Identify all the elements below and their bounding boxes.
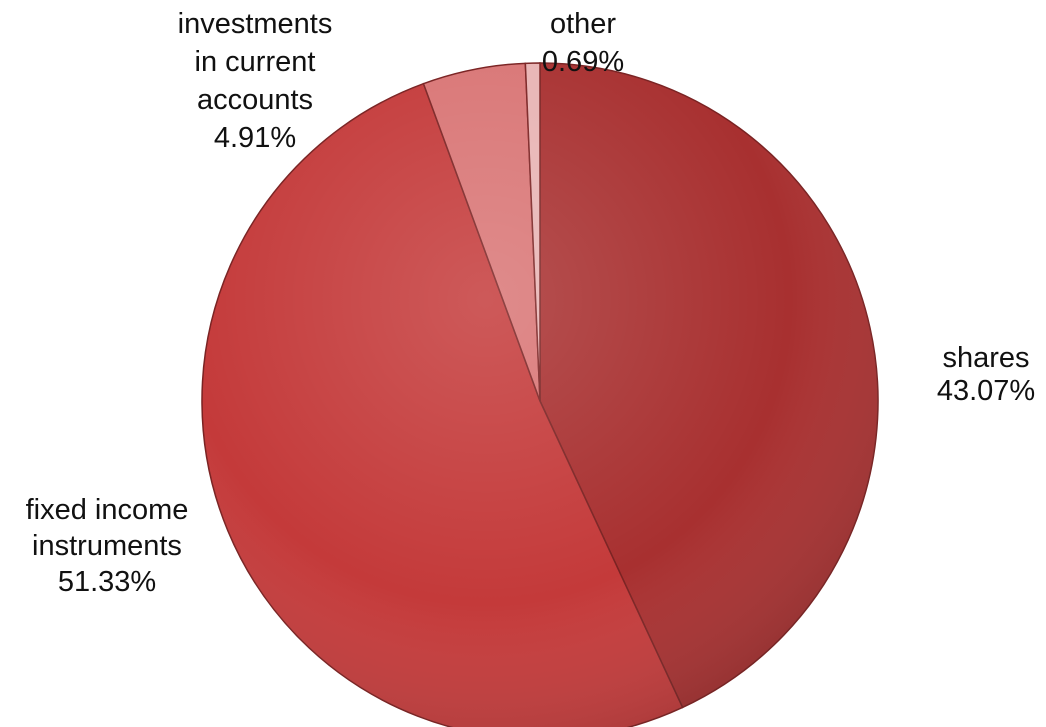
pie-slices	[201, 62, 879, 727]
slice-name-label: shares	[942, 342, 1029, 374]
slice-name-label: investments	[178, 8, 333, 40]
slice-name-label: fixed income	[26, 494, 189, 526]
slice-name-label: instruments	[32, 530, 182, 562]
slice-value-label: 4.91%	[214, 122, 296, 154]
slice-label-other: other 0.69%	[542, 8, 624, 78]
slice-value-label: 51.33%	[58, 566, 156, 598]
slice-name-label: other	[550, 8, 616, 40]
slice-name-label: in current	[195, 46, 316, 78]
slice-value-label: 0.69%	[542, 46, 624, 78]
slice-label-fixed-income-instruments: fixed income instruments 51.33%	[26, 494, 189, 598]
slice-label-shares: shares 43.07%	[937, 342, 1035, 407]
slice-name-label: accounts	[197, 84, 313, 116]
slice-labels: shares 43.07% fixed income instruments 51.33…	[26, 8, 1036, 598]
slice-label-investments-in-current-accounts: investments in current accounts 4.91%	[178, 8, 333, 154]
slice-value-label: 43.07%	[937, 375, 1035, 407]
